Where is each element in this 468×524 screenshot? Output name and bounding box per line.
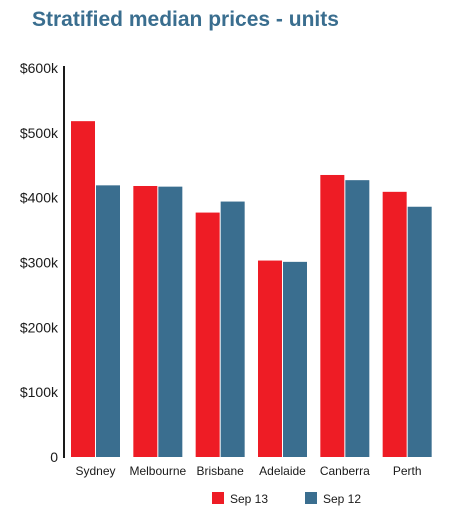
bar-sydney-sep-12 <box>96 185 120 457</box>
legend-label: Sep 13 <box>230 492 268 506</box>
bar-canberra-sep-13 <box>320 174 345 457</box>
bar-brisbane-sep-12 <box>220 201 245 457</box>
x-axis-ticks: Sydney Melbourne Brisbane Adelaide Canberra P… <box>75 464 421 478</box>
bar-perth-sep-13 <box>382 191 407 457</box>
legend: Sep 13 Sep 12 <box>212 492 361 506</box>
y-tick-label: $600k <box>20 60 59 76</box>
chart-title: Stratified median prices - units <box>32 8 339 31</box>
x-tick-label: Adelaide <box>259 464 306 478</box>
legend-label: Sep 12 <box>323 492 361 506</box>
y-axis-ticks: 0 $100k $200k $300k $400k $500k $600k <box>20 60 59 465</box>
y-tick-label: 0 <box>50 449 58 465</box>
x-tick-label: Brisbane <box>196 464 244 478</box>
bar-melbourne-sep-12 <box>158 186 183 457</box>
bar-adelaide-sep-13 <box>258 260 282 457</box>
bar-brisbane-sep-13 <box>195 212 220 457</box>
y-tick-label: $300k <box>20 255 59 271</box>
bar-melbourne-sep-13 <box>133 185 158 457</box>
x-tick-label: Canberra <box>320 464 370 478</box>
bar-sydney-sep-13 <box>71 121 95 457</box>
y-tick-label: $400k <box>20 190 59 206</box>
legend-swatch <box>212 492 224 504</box>
x-tick-label: Perth <box>393 464 422 478</box>
bar-perth-sep-12 <box>407 206 432 457</box>
legend-swatch <box>305 492 317 504</box>
x-tick-label: Melbourne <box>129 464 186 478</box>
x-tick-label: Sydney <box>75 464 115 478</box>
y-tick-label: $100k <box>20 384 59 400</box>
y-tick-label: $500k <box>20 125 59 141</box>
bar-adelaide-sep-12 <box>283 261 307 457</box>
bars <box>71 121 432 457</box>
bar-canberra-sep-12 <box>345 180 370 457</box>
y-tick-label: $200k <box>20 319 59 335</box>
